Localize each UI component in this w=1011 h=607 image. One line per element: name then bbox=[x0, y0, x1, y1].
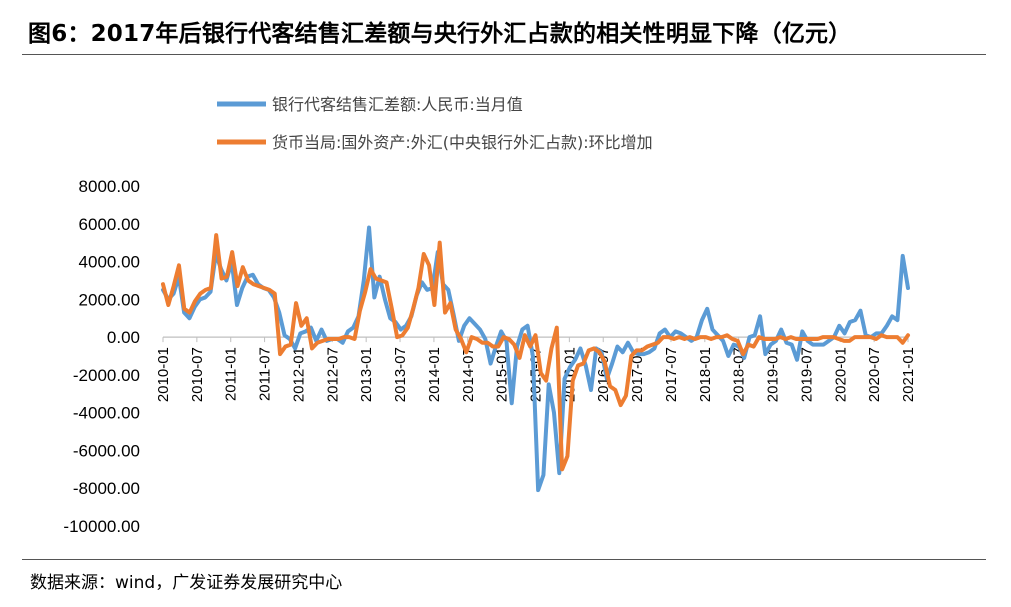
x-tick-label: 2018-07 bbox=[731, 347, 748, 402]
x-tick-label: 2012-01 bbox=[290, 347, 307, 402]
legend: 银行代客结售汇差额:人民币:当月值 货币当局:国外资产:外汇(中央银行外汇占款)… bbox=[217, 95, 653, 152]
x-tick-label: 2011-07 bbox=[257, 347, 274, 401]
x-tick-label: 2013-07 bbox=[392, 347, 409, 402]
x-tick-label: 2019-07 bbox=[798, 347, 815, 402]
x-tick-label: 2016-07 bbox=[595, 347, 612, 402]
legend-label-series-1: 银行代客结售汇差额:人民币:当月值 bbox=[272, 95, 523, 114]
x-tick-label: 2014-01 bbox=[426, 347, 443, 402]
y-tick-label: -8000.00 bbox=[73, 479, 140, 498]
y-tick-label: 4000.00 bbox=[79, 253, 140, 272]
x-tick-label: 2012-07 bbox=[324, 347, 341, 402]
x-tick-label: 2017-01 bbox=[629, 347, 646, 402]
series-line-2 bbox=[161, 233, 910, 472]
source-note: 数据来源：wind，广发证券发展研究中心 bbox=[30, 573, 343, 593]
y-tick-label: 6000.00 bbox=[79, 215, 140, 234]
x-tick-label: 2020-07 bbox=[866, 347, 883, 402]
x-tick-label: 2019-01 bbox=[765, 347, 782, 402]
series-group bbox=[161, 225, 910, 493]
y-tick-label: 8000.00 bbox=[79, 177, 140, 196]
page-title: 图6：2017年后银行代客结售汇差额与央行外汇占款的相关性明显下降（亿元） bbox=[28, 21, 852, 47]
y-tick-label: -4000.00 bbox=[73, 404, 140, 423]
y-tick-label: 2000.00 bbox=[79, 290, 140, 309]
x-tick-label: 2010-07 bbox=[189, 347, 206, 402]
y-tick-label: -2000.00 bbox=[73, 366, 140, 385]
y-tick-label: -6000.00 bbox=[73, 441, 140, 460]
x-tick-label: 2020-01 bbox=[832, 347, 849, 402]
x-tick-label: 2018-01 bbox=[697, 347, 714, 402]
series-line-1 bbox=[161, 225, 910, 493]
x-tick-label: 2011-01 bbox=[223, 347, 240, 401]
y-axis: 8000.00 6000.00 4000.00 2000.00 0.00 -2000.00… bbox=[63, 177, 140, 536]
x-tick-label: 2017-07 bbox=[663, 347, 680, 402]
x-tick-label: 2013-01 bbox=[358, 347, 375, 402]
y-tick-label: -10000.00 bbox=[63, 517, 140, 536]
y-tick-label: 0.00 bbox=[107, 328, 140, 347]
top-divider bbox=[22, 54, 986, 55]
legend-label-series-2: 货币当局:国外资产:外汇(中央银行外汇占款):环比增加 bbox=[272, 133, 653, 152]
bottom-divider bbox=[22, 559, 986, 560]
x-tick-label: 2021-01 bbox=[900, 347, 917, 402]
x-tick-label: 2010-01 bbox=[155, 347, 172, 402]
x-tick-label: 2014-07 bbox=[460, 347, 477, 402]
